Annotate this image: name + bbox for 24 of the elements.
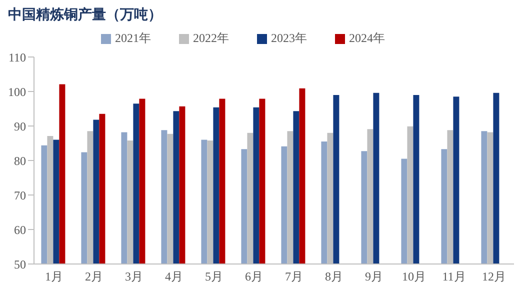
x-tick-label: 8月 (325, 270, 343, 284)
x-tick-label: 1月 (45, 270, 63, 284)
y-tick-label: 90 (14, 119, 26, 134)
y-tick-label: 110 (8, 50, 26, 64)
x-tick-label: 7月 (285, 270, 303, 284)
y-tick-label: 60 (14, 222, 26, 237)
legend-label: 2021年 (115, 31, 151, 45)
y-tick-label: 50 (14, 257, 26, 272)
x-tick-label: 11月 (442, 270, 466, 284)
x-tick-label: 3月 (125, 270, 143, 284)
x-tick-label: 6月 (245, 270, 263, 284)
x-tick-label: 5月 (205, 270, 223, 284)
x-tick-label: 9月 (365, 270, 383, 284)
chart-title: 中国精炼铜产量（万吨） (8, 6, 162, 24)
x-tick-label: 4月 (165, 270, 183, 284)
legend-label: 2022年 (193, 31, 229, 45)
x-tick-label: 2月 (85, 270, 103, 284)
y-tick-label: 70 (14, 188, 26, 202)
legend-label: 2023年 (271, 31, 307, 45)
x-tick-label: 12月 (482, 270, 506, 284)
x-tick-label: 10月 (402, 270, 426, 284)
legend-label: 2024年 (349, 31, 385, 45)
y-tick-label: 100 (8, 84, 26, 99)
y-tick-label: 80 (14, 154, 26, 168)
